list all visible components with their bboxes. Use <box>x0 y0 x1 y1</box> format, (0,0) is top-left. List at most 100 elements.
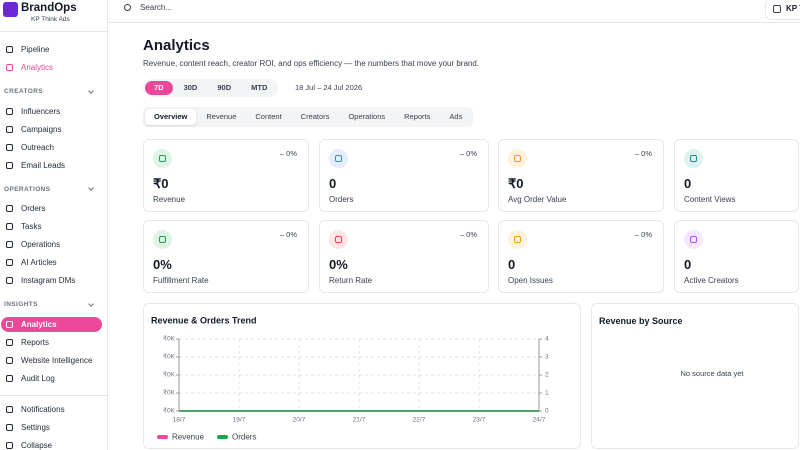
x-tick-label: 24/7 <box>533 417 546 424</box>
brand-subtitle: KP Think Ads <box>31 16 70 23</box>
nav-item[interactable]: Campaigns <box>1 122 102 137</box>
y-tick-label: ₹0K <box>163 353 176 361</box>
nav-item[interactable]: Outreach <box>1 140 102 155</box>
nav-item[interactable]: Audit Log <box>1 371 102 386</box>
range-option[interactable]: MTD <box>251 83 268 92</box>
source-title: Revenue by Source <box>599 316 683 326</box>
logo-icon <box>3 2 18 17</box>
kpi-change: – 0% <box>459 149 477 158</box>
nav-label: Analytics <box>21 319 57 329</box>
nav-icon <box>6 107 13 115</box>
nav-label: Website Intelligence <box>21 355 93 365</box>
kpi-value: ₹0 <box>508 176 524 191</box>
y2-tick-label: 1 <box>545 390 549 397</box>
kpi-change: – 0% <box>459 230 477 239</box>
tab[interactable]: Creators <box>300 112 330 121</box>
nav-item[interactable]: Instagram DMs <box>1 273 102 288</box>
nav-icon <box>6 405 13 413</box>
kpi-card: – 0% 0% Return Rate <box>319 220 489 293</box>
kpi-icon <box>153 149 172 168</box>
kpi-icon-glyph <box>335 155 342 162</box>
nav-item[interactable]: Influencers <box>1 104 102 119</box>
nav-item[interactable]: Settings <box>1 420 102 435</box>
kpi-card: 0 Active Creators <box>674 220 799 293</box>
user-button[interactable]: KP T <box>765 0 800 20</box>
tab[interactable]: Ads <box>449 112 463 121</box>
kpi-value: 0 <box>508 257 516 272</box>
kpi-value: 0 <box>329 176 337 191</box>
nav-label: Analytics <box>21 63 54 72</box>
search-input[interactable]: Search... <box>140 3 173 12</box>
kpi-value: 0 <box>684 176 692 191</box>
x-tick-label: 23/7 <box>473 417 486 424</box>
page-subtitle: Revenue, content reach, creator ROI, and… <box>143 59 480 68</box>
kpi-icon-glyph <box>514 236 521 243</box>
nav-icon <box>6 338 13 346</box>
tab-bar: Overview Revenue Content Creators Operations… <box>143 107 474 127</box>
nav-label: Outreach <box>21 142 54 152</box>
tab[interactable]: Overview <box>145 109 197 125</box>
nav-label: Influencers <box>21 106 61 116</box>
y-tick-label: ₹0K <box>163 371 176 379</box>
page-title: Analytics <box>143 37 210 54</box>
kpi-icon-glyph <box>690 155 697 162</box>
nav-label: Collapse <box>21 440 53 450</box>
x-tick-label: 21/7 <box>353 417 366 424</box>
kpi-icon-glyph <box>159 236 166 243</box>
nav-item[interactable]: Analytics <box>1 60 102 75</box>
x-tick-label: 19/7 <box>233 417 246 424</box>
range-option[interactable]: 90D <box>217 83 232 92</box>
legend-label: Revenue <box>172 433 205 442</box>
range-option[interactable]: 7D <box>145 81 173 95</box>
source-card: Revenue by Source No source data yet <box>591 303 799 449</box>
nav-label: Orders <box>21 204 46 213</box>
nav-icon <box>6 277 13 284</box>
nav-icon <box>6 374 13 382</box>
kpi-card: – 0% 0 Orders <box>319 139 489 212</box>
section-chevron <box>88 87 94 94</box>
nav-item[interactable]: Analytics <box>1 316 102 332</box>
x-tick-label: 18/7 <box>173 417 186 424</box>
kpi-icon <box>508 149 527 168</box>
chart-title: Revenue & Orders Trend <box>151 315 257 325</box>
nav-item[interactable]: Email Leads <box>1 158 102 173</box>
kpi-card: 0 Content Views <box>674 139 799 212</box>
nav-item[interactable]: Tasks <box>1 219 102 234</box>
nav-icon <box>6 143 13 151</box>
nav-icon <box>6 423 13 431</box>
nav-item[interactable]: Collapse <box>1 438 102 450</box>
user-label: KP T <box>786 4 800 13</box>
kpi-icon <box>329 149 348 168</box>
tab[interactable]: Content <box>255 112 282 121</box>
nav-icon <box>6 241 13 248</box>
y-tick-label: ₹0K <box>163 335 176 343</box>
kpi-label: Content Views <box>684 195 736 204</box>
nav-item[interactable]: Orders <box>1 201 102 216</box>
kpi-change: – 0% <box>279 149 297 158</box>
kpi-icon <box>329 230 348 249</box>
tab[interactable]: Operations <box>348 112 386 121</box>
sidebar: BrandOps KP Think Ads Pipeline Analytics CRE… <box>0 0 108 450</box>
legend-label: Orders <box>232 433 256 442</box>
brand-name: BrandOps <box>21 2 77 14</box>
kpi-card: – 0% 0 Open Issues <box>498 220 664 293</box>
kpi-label: Active Creators <box>684 276 739 285</box>
tab[interactable]: Reports <box>404 112 431 121</box>
x-tick-label: 22/7 <box>413 417 426 424</box>
nav-label: AI Articles <box>21 258 57 267</box>
nav-icon <box>6 356 13 364</box>
nav-icon <box>6 125 13 133</box>
range-option[interactable]: 30D <box>183 83 198 92</box>
nav-item[interactable]: AI Articles <box>1 255 102 270</box>
tab[interactable]: Revenue <box>206 112 237 121</box>
kpi-card: – 0% 0% Fulfillment Rate <box>143 220 309 293</box>
nav-label: Settings <box>21 422 50 432</box>
nav-item[interactable]: Operations <box>1 237 102 252</box>
nav-item[interactable]: Website Intelligence <box>1 353 102 368</box>
nav-item[interactable]: Notifications <box>1 402 102 417</box>
nav-item[interactable]: Pipeline <box>1 42 102 57</box>
trend-chart: Revenue & Orders Trend ₹0K ₹0K ₹0K ₹0K ₹0K 0 1 2… <box>151 315 549 442</box>
kpi-value: 0% <box>329 257 348 272</box>
kpi-icon-glyph <box>159 155 166 162</box>
nav-item[interactable]: Reports <box>1 335 102 350</box>
